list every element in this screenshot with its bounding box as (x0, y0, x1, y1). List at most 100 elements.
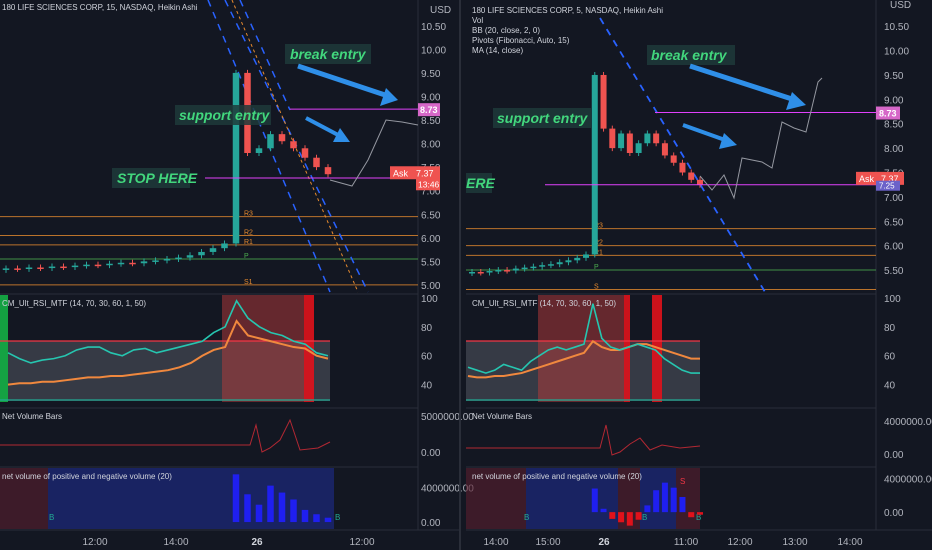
right-netvol-bar (609, 512, 616, 519)
left-price-tick: 9.00 (421, 92, 441, 103)
left-price-tick: 10.50 (421, 22, 446, 33)
right-b-label-2: B (642, 513, 647, 522)
left-ask-tag (390, 166, 440, 180)
left-netvol-axis: 4000000.00 0.00 (421, 483, 474, 529)
left-price-tick: 8.50 (421, 116, 441, 127)
right-net-volume-pane: net volume of positive and negative volu… (466, 468, 932, 529)
left-candle-body (301, 148, 309, 158)
left-netvol-tick: 0.00 (421, 518, 441, 529)
right-legend-ma: MA (14, close) (472, 46, 523, 55)
right-rsi-pane: CM_Ult_RSI_MTF (14, 70, 30, 60, 1, 50) 1… (466, 294, 901, 402)
left-nvb-tick: 0.00 (421, 448, 441, 459)
left-currency-label: USD (430, 5, 451, 16)
right-netvol-bar (670, 487, 677, 513)
left-candle-body (140, 261, 148, 264)
right-netvol-bar (653, 490, 660, 513)
left-break-price-label: 8.73 (420, 105, 438, 115)
right-price-tick: 6.00 (884, 242, 904, 253)
left-net-volume-pane: net volume of positive and negative volu… (0, 468, 474, 529)
left-nvb-line (0, 418, 331, 453)
left-pivot-label: P (244, 253, 249, 260)
right-candles (469, 71, 703, 276)
left-countdown-tag (416, 178, 440, 191)
right-netvol-bar (661, 482, 668, 513)
left-chart-title: 180 LIFE SCIENCES CORP, 15, NASDAQ, Heik… (2, 3, 198, 12)
right-netvol-bar (600, 508, 607, 513)
left-netvol-bar (301, 509, 309, 523)
right-trend-line (599, 17, 766, 293)
right-candle-body (547, 264, 554, 266)
left-candle-body (129, 262, 136, 265)
right-trend-channel (599, 17, 766, 293)
right-chart-title: 180 LIFE SCIENCES CORP, 5, NASDAQ, Heiki… (472, 6, 663, 15)
right-candle-body (591, 74, 598, 255)
right-nvb-axis: 4000000.00 0.00 (884, 417, 932, 461)
right-netvol-bar (591, 488, 598, 513)
right-ask-label: Ask (859, 174, 875, 184)
left-candle-body (163, 259, 171, 261)
left-price-tick: 5.50 (421, 257, 441, 268)
right-rsi-tick: 40 (884, 381, 896, 392)
left-rsi-tick: 60 (421, 352, 433, 363)
left-candle-body (209, 248, 217, 252)
right-legend-pivots: Pivots (Fibonacci, Auto, 15) (472, 36, 570, 45)
left-b-label-2: B (335, 513, 340, 522)
right-rsi-signal-line (467, 339, 700, 379)
left-candle-body (25, 267, 33, 269)
left-rsi-tick: 40 (421, 381, 433, 392)
right-support-arrow (682, 123, 737, 149)
right-price-tick: 5.50 (884, 266, 904, 277)
right-rsi-axis: 100 80 60 40 (884, 294, 901, 392)
right-netvol-tick: 0.00 (884, 508, 904, 519)
right-candle-body (477, 272, 484, 274)
right-legend-bb: BB (20, close, 2, 0) (472, 26, 540, 35)
right-b-label-3: B (696, 513, 701, 522)
left-trend-line (231, 0, 359, 293)
right-pivot-lines: R3 R2 R1 P S (466, 223, 876, 291)
right-netvol-title: net volume of positive and negative volu… (472, 472, 642, 481)
right-candle-body (679, 162, 686, 173)
right-candle-body (635, 143, 642, 153)
right-support-entry-note: support entry (497, 110, 588, 126)
left-price-tick: 8.00 (421, 140, 441, 151)
left-candle-body (255, 148, 263, 153)
left-pivot-label: R1 (244, 239, 253, 246)
right-netvol-bar (626, 512, 633, 526)
right-netvol-bar (688, 512, 695, 518)
right-time-tick: 13:00 (782, 537, 807, 548)
right-price-tick: 9.00 (884, 95, 904, 106)
right-candle-body (539, 265, 546, 267)
left-netvol-bar (278, 492, 286, 523)
left-stop-note: STOP HERE (117, 170, 198, 186)
right-netvol-bar (644, 505, 651, 513)
left-net-volume-bars-pane: Net Volume Bars 5000000.00 0.00 (0, 412, 474, 459)
right-break-price-tag (876, 106, 900, 120)
right-candle-body (626, 133, 633, 153)
left-candle-body (175, 257, 182, 260)
right-projection-path (699, 77, 823, 200)
left-candle-body (2, 268, 10, 270)
left-support-arrow (305, 116, 350, 142)
left-netvol-tick: 4000000.00 (421, 483, 474, 494)
right-netvol-bar (618, 512, 625, 523)
right-pivot-label: R1 (594, 249, 603, 256)
right-netvol-bars (591, 482, 703, 526)
right-s-label: S (680, 477, 685, 486)
left-candle-body (94, 264, 102, 267)
left-candle-body (221, 243, 228, 249)
left-candle-body (186, 255, 194, 258)
right-ask-price: 7.37 (881, 174, 899, 184)
right-candle-body (661, 143, 668, 156)
left-candle-body (278, 134, 286, 142)
right-break-arrow (689, 63, 806, 110)
left-price-tick: 7.00 (421, 187, 441, 198)
left-rsi-pane: CM_Ult_RSI_MTF (14, 70, 30, 60, 1, 50) 1… (0, 294, 438, 402)
right-candle-body (583, 254, 589, 258)
left-netvol-bar (324, 517, 332, 523)
left-candle-body (60, 266, 67, 269)
left-chart-panel: 180 LIFE SCIENCES CORP, 15, NASDAQ, Heik… (0, 0, 474, 548)
left-ask-price: 7.37 (416, 168, 434, 178)
right-price-tick: 10.50 (884, 22, 909, 33)
right-nvb-line (466, 424, 701, 456)
